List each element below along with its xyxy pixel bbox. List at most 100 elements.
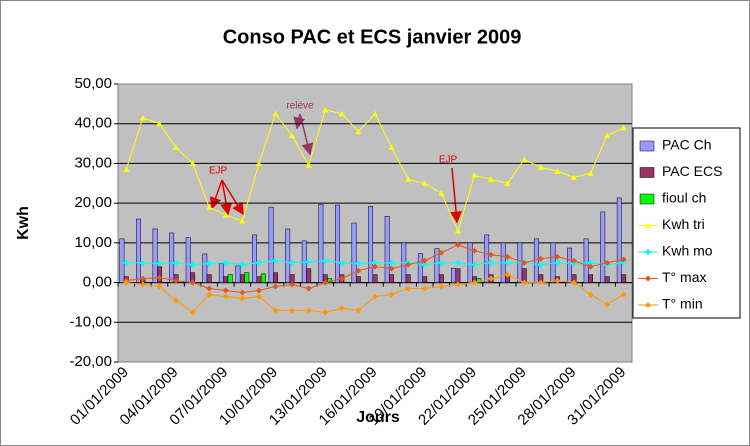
y-axis-label: Kwh bbox=[15, 206, 32, 240]
line-marker bbox=[239, 289, 246, 296]
line-marker bbox=[488, 259, 495, 266]
line-marker bbox=[587, 263, 594, 270]
x-axis-label: Jours bbox=[356, 409, 400, 426]
bar bbox=[455, 268, 461, 283]
line-marker bbox=[570, 174, 577, 180]
line-marker bbox=[504, 271, 511, 278]
line-marker bbox=[620, 124, 627, 131]
line-marker bbox=[421, 257, 428, 264]
bar bbox=[621, 274, 627, 283]
line-marker bbox=[554, 168, 561, 174]
line-marker bbox=[255, 259, 262, 266]
line-marker bbox=[173, 277, 180, 284]
y-tick-label: 30,00 bbox=[74, 154, 112, 171]
bar bbox=[223, 276, 229, 283]
line-marker bbox=[239, 218, 246, 224]
annotation: relève bbox=[286, 101, 314, 112]
y-tick-label: 50,00 bbox=[74, 75, 112, 92]
line-marker bbox=[537, 279, 544, 286]
line-marker bbox=[388, 291, 395, 298]
line-marker bbox=[189, 279, 196, 286]
line-marker bbox=[239, 295, 246, 302]
bar bbox=[273, 272, 278, 283]
line-marker bbox=[123, 259, 130, 266]
y-tick-label: -10,00 bbox=[69, 313, 112, 330]
bar bbox=[252, 234, 257, 283]
bar bbox=[152, 228, 158, 283]
line-marker bbox=[139, 281, 146, 288]
legend-label: PAC Ch bbox=[662, 137, 712, 153]
bar bbox=[351, 222, 357, 283]
bar bbox=[422, 276, 428, 283]
line-marker bbox=[355, 307, 362, 314]
line-marker bbox=[471, 261, 478, 268]
line-marker bbox=[471, 247, 478, 254]
line-marker bbox=[488, 251, 495, 258]
line-marker bbox=[355, 260, 362, 267]
legend-label: T° min bbox=[662, 296, 703, 312]
line-marker bbox=[322, 279, 329, 286]
y-tick-label: 40,00 bbox=[74, 115, 112, 132]
bar bbox=[185, 237, 191, 283]
bar bbox=[384, 215, 390, 283]
line-marker bbox=[355, 267, 362, 274]
line-marker bbox=[537, 164, 544, 170]
bar bbox=[533, 238, 539, 283]
bar bbox=[417, 253, 423, 283]
line-marker bbox=[239, 261, 246, 268]
bar bbox=[372, 274, 378, 283]
bar bbox=[268, 206, 274, 283]
legend-label: PAC ECS bbox=[662, 163, 722, 179]
line-marker bbox=[272, 110, 279, 117]
bar bbox=[218, 263, 224, 283]
line-marker bbox=[471, 279, 478, 286]
line-marker bbox=[173, 144, 180, 151]
bar bbox=[206, 274, 212, 283]
annotation: EJP bbox=[439, 155, 458, 166]
bar bbox=[567, 247, 573, 283]
line-marker bbox=[289, 281, 296, 288]
bar bbox=[583, 238, 589, 283]
bar bbox=[285, 228, 291, 283]
line-marker bbox=[388, 144, 395, 151]
line-marker bbox=[222, 212, 229, 218]
line-marker bbox=[305, 307, 312, 314]
line-marker bbox=[604, 301, 611, 308]
line-marker bbox=[289, 307, 296, 314]
line-marker bbox=[421, 285, 428, 292]
line-marker bbox=[405, 285, 412, 292]
line-marker bbox=[388, 259, 395, 266]
line-marker bbox=[388, 265, 395, 272]
line-marker bbox=[620, 256, 627, 263]
line-marker bbox=[405, 261, 412, 268]
bar bbox=[451, 268, 456, 283]
line-marker bbox=[521, 279, 528, 286]
line-marker bbox=[471, 172, 478, 178]
line-marker bbox=[322, 106, 329, 113]
line-marker bbox=[255, 287, 262, 294]
line-marker bbox=[454, 227, 461, 234]
line-marker bbox=[405, 176, 412, 182]
line-marker bbox=[554, 253, 561, 260]
line-marker bbox=[322, 309, 329, 316]
bar bbox=[235, 265, 241, 283]
bar bbox=[484, 234, 490, 283]
line-marker bbox=[173, 297, 180, 304]
line-marker bbox=[156, 274, 163, 281]
line-marker bbox=[272, 257, 279, 264]
line-marker bbox=[123, 279, 130, 286]
line-marker bbox=[372, 110, 378, 117]
bar bbox=[434, 248, 440, 283]
line-marker bbox=[156, 283, 163, 290]
line-marker bbox=[255, 293, 262, 300]
line-marker bbox=[139, 259, 146, 266]
y-tick-label: 10,00 bbox=[74, 234, 112, 251]
legend-swatch bbox=[639, 140, 655, 152]
legend-label: fioul ch bbox=[662, 190, 706, 206]
bar bbox=[604, 276, 610, 283]
line-marker bbox=[570, 279, 577, 286]
line-marker bbox=[604, 259, 611, 266]
line-marker bbox=[521, 259, 528, 266]
annotation-arrows bbox=[209, 113, 463, 224]
